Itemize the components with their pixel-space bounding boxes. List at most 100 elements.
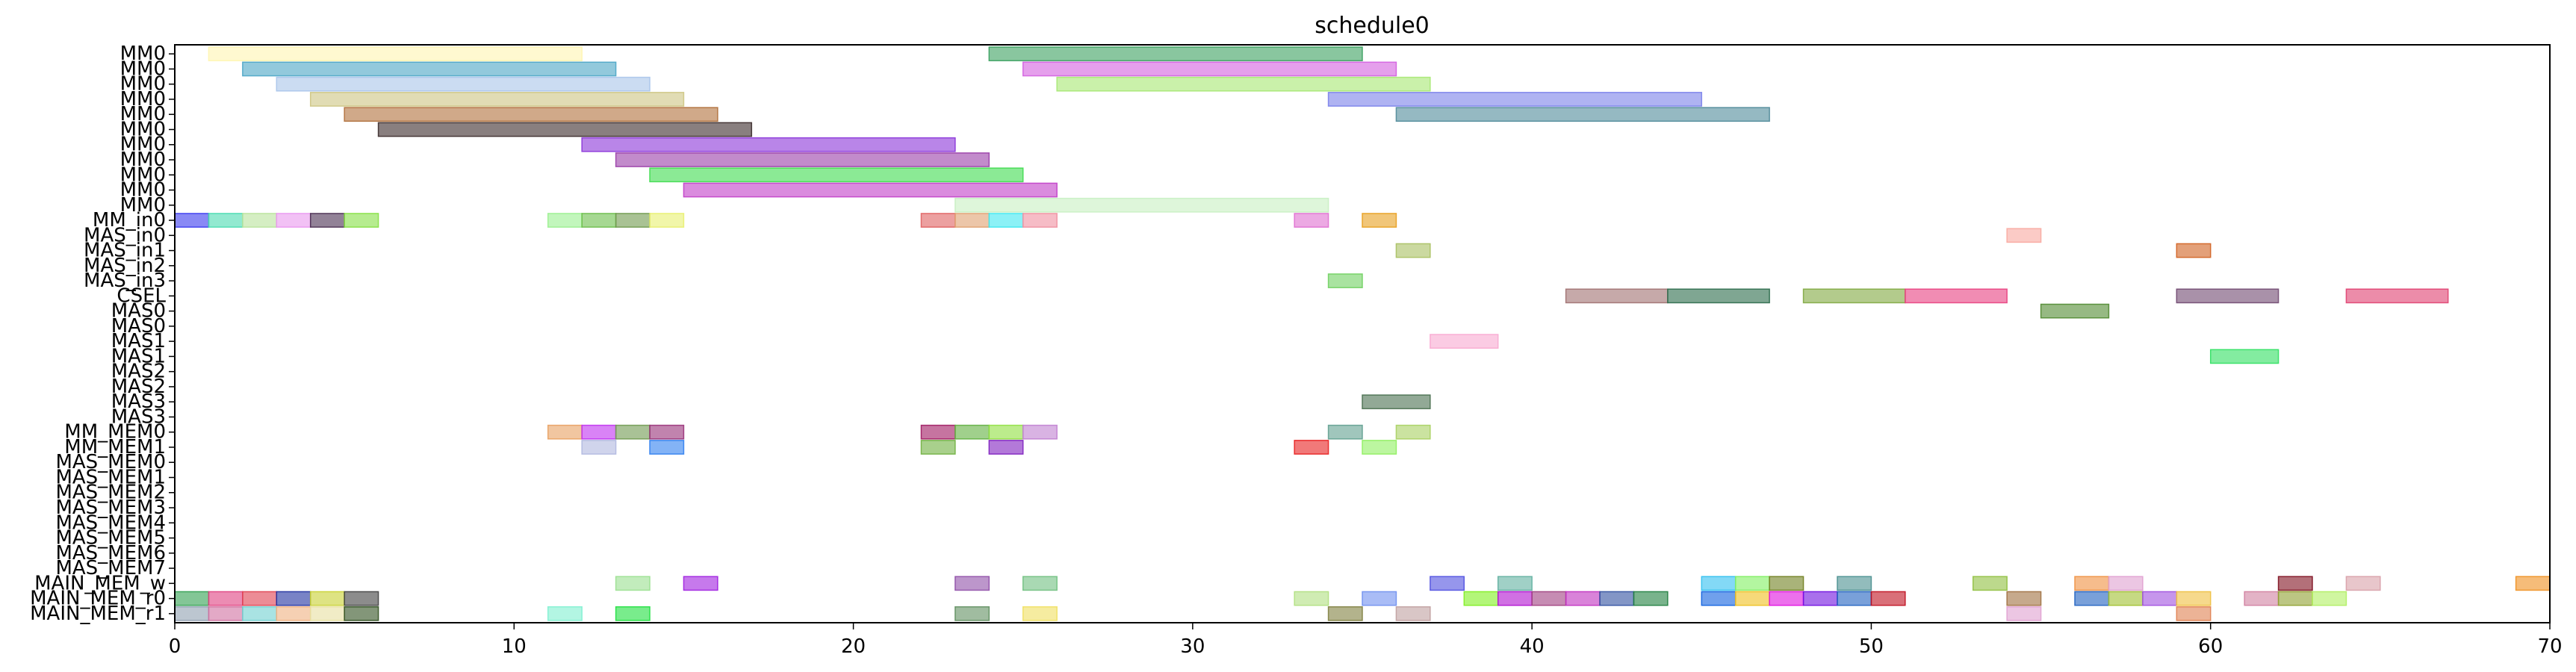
task-bar — [2006, 591, 2042, 606]
task-bar — [2209, 349, 2279, 364]
task-bar — [2244, 591, 2279, 606]
task-bar — [1022, 213, 1058, 228]
y-tick-label: MM0 — [120, 118, 166, 140]
task-bar — [242, 606, 278, 621]
task-bar — [1362, 591, 1397, 606]
task-bar — [1395, 424, 1431, 440]
task-bar — [988, 213, 1024, 228]
task-bar — [276, 213, 311, 228]
y-tick-label: MM_MEM1 — [64, 436, 166, 458]
task-bar — [2006, 606, 2042, 621]
task-bar — [2345, 288, 2449, 304]
task-bar — [1395, 606, 1431, 621]
task-bar — [1734, 576, 1770, 591]
task-bar — [1837, 576, 1872, 591]
y-tick-label: MAS0 — [111, 315, 166, 337]
task-bar — [174, 213, 210, 228]
task-bar — [988, 424, 1024, 440]
task-bar — [615, 424, 651, 440]
task-bar — [1701, 576, 1737, 591]
task-bar — [1497, 576, 1533, 591]
x-tick-label: 60 — [2198, 635, 2223, 658]
task-bar — [955, 197, 1329, 213]
task-bar — [2074, 576, 2110, 591]
task-bar — [615, 576, 651, 591]
task-bar — [615, 606, 651, 621]
task-bar — [276, 606, 311, 621]
task-bar — [2006, 228, 2042, 243]
task-bar — [955, 424, 990, 440]
task-bar — [1430, 576, 1465, 591]
task-bar — [1395, 107, 1770, 122]
plot-frame — [174, 44, 2551, 623]
task-bar — [344, 213, 379, 228]
task-bar — [988, 440, 1024, 455]
task-bar — [1022, 606, 1058, 621]
task-bar — [649, 440, 685, 455]
task-bar — [1802, 288, 1906, 304]
task-bar — [2277, 576, 2313, 591]
task-bar — [344, 107, 719, 122]
task-bar — [955, 213, 990, 228]
y-tick-label: MM_in0 — [93, 209, 166, 231]
task-bar — [1802, 591, 1838, 606]
task-bar — [683, 182, 1058, 198]
task-bar — [2312, 591, 2347, 606]
y-tick-label: MM0 — [120, 103, 166, 125]
task-bar — [174, 591, 210, 606]
y-tick-label: MAIN_MEM_w — [34, 572, 166, 594]
task-bar — [615, 152, 990, 167]
x-tick-label: 10 — [502, 635, 527, 658]
y-tick-label: MM0 — [120, 43, 166, 65]
task-bar — [649, 167, 1024, 183]
task-bar — [1463, 591, 1499, 606]
y-tick-label: MAS_MEM0 — [55, 451, 166, 473]
task-bar — [1327, 273, 1363, 288]
task-bar — [1327, 92, 1703, 107]
task-bar — [1599, 591, 1635, 606]
task-bar — [1056, 76, 1431, 92]
x-tick-label: 40 — [1520, 635, 1545, 658]
y-tick-label: MM0 — [120, 179, 166, 202]
task-bar — [1022, 424, 1058, 440]
task-bar — [1022, 61, 1397, 77]
task-bar — [547, 606, 583, 621]
task-bar — [920, 440, 956, 455]
task-bar — [1497, 591, 1533, 606]
task-bar — [208, 46, 583, 62]
task-bar — [1734, 591, 1770, 606]
task-bar — [1022, 576, 1058, 591]
task-bar — [242, 591, 278, 606]
y-tick-label: MM0 — [120, 88, 166, 111]
task-bar — [2176, 288, 2279, 304]
task-bar — [309, 606, 345, 621]
y-tick-label: MAS2 — [111, 376, 166, 398]
task-bar — [2176, 243, 2212, 258]
task-bar — [344, 606, 379, 621]
task-bar — [581, 213, 617, 228]
task-bar — [683, 576, 719, 591]
y-tick-label: MM0 — [120, 73, 166, 96]
task-bar — [1362, 213, 1397, 228]
y-axis: MM0MM0MM0MM0MM0MM0MM0MM0MM0MM0MM0MM_in0M… — [30, 43, 175, 625]
y-tick-label: MAS_MEM4 — [55, 511, 166, 534]
task-bar — [1565, 591, 1601, 606]
task-bar — [242, 61, 617, 77]
task-bar — [581, 424, 617, 440]
task-bar — [649, 424, 685, 440]
y-tick-label: MAIN_MEM_r1 — [30, 603, 166, 625]
y-tick-label: MAS_MEM6 — [55, 542, 166, 564]
y-tick-label: MAS_MEM7 — [55, 557, 166, 579]
task-bar — [309, 92, 685, 107]
x-tick-label: 20 — [841, 635, 866, 658]
y-tick-label: MAS_MEM1 — [55, 466, 166, 488]
y-tick-label: MM0 — [120, 194, 166, 217]
task-bar — [1769, 576, 1804, 591]
task-bar — [1837, 591, 1872, 606]
task-bar — [547, 213, 583, 228]
task-bar — [2142, 591, 2178, 606]
x-tick-label: 0 — [169, 635, 181, 658]
task-bar — [955, 606, 990, 621]
task-bar — [208, 606, 243, 621]
